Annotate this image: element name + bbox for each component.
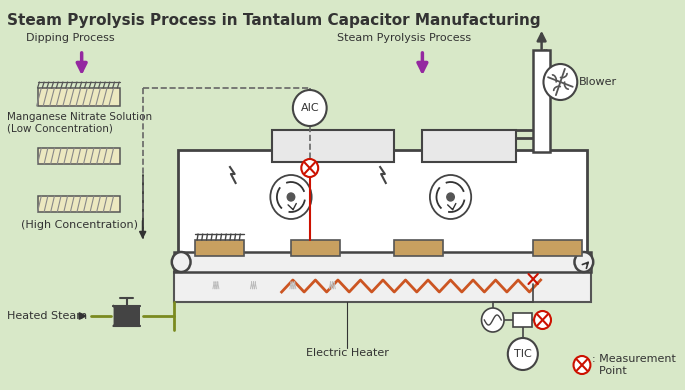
Text: Heated Steam: Heated Steam bbox=[7, 311, 87, 321]
Bar bbox=[514, 313, 532, 327]
Bar bbox=[178, 150, 586, 260]
Text: AIC: AIC bbox=[301, 103, 319, 113]
Circle shape bbox=[575, 252, 593, 272]
Polygon shape bbox=[114, 306, 140, 326]
Bar bbox=[38, 88, 120, 106]
Text: : Measurement
  Point: : Measurement Point bbox=[593, 354, 676, 376]
Circle shape bbox=[534, 311, 551, 329]
Bar bbox=[38, 148, 120, 164]
Circle shape bbox=[573, 356, 590, 374]
Circle shape bbox=[508, 338, 538, 370]
Circle shape bbox=[447, 193, 454, 201]
Text: Dipping Process: Dipping Process bbox=[26, 33, 114, 43]
Text: Steam Pyrolysis Process: Steam Pyrolysis Process bbox=[336, 33, 471, 43]
Circle shape bbox=[287, 193, 295, 201]
Circle shape bbox=[543, 64, 577, 100]
Circle shape bbox=[293, 90, 327, 126]
Circle shape bbox=[271, 175, 312, 219]
Bar bbox=[533, 240, 582, 256]
Circle shape bbox=[301, 159, 319, 177]
Bar bbox=[272, 130, 395, 162]
Bar bbox=[533, 50, 550, 152]
Text: Steam Pyrolysis Process in Tantalum Capacitor Manufacturing: Steam Pyrolysis Process in Tantalum Capa… bbox=[7, 13, 540, 28]
Bar bbox=[423, 130, 516, 162]
Polygon shape bbox=[114, 306, 140, 326]
Text: Manganese Nitrate Solution
(Low Concentration): Manganese Nitrate Solution (Low Concentr… bbox=[7, 112, 151, 134]
Circle shape bbox=[430, 175, 471, 219]
Bar bbox=[195, 240, 244, 256]
Bar bbox=[395, 240, 443, 256]
Bar bbox=[174, 272, 591, 302]
Bar bbox=[174, 252, 591, 272]
Bar bbox=[291, 240, 340, 256]
Text: (High Concentration): (High Concentration) bbox=[21, 220, 138, 230]
Bar bbox=[38, 196, 120, 212]
Text: Blower: Blower bbox=[579, 77, 617, 87]
Text: Electric Heater: Electric Heater bbox=[306, 348, 389, 358]
Circle shape bbox=[172, 252, 190, 272]
Circle shape bbox=[482, 308, 504, 332]
Text: TIC: TIC bbox=[514, 349, 532, 359]
